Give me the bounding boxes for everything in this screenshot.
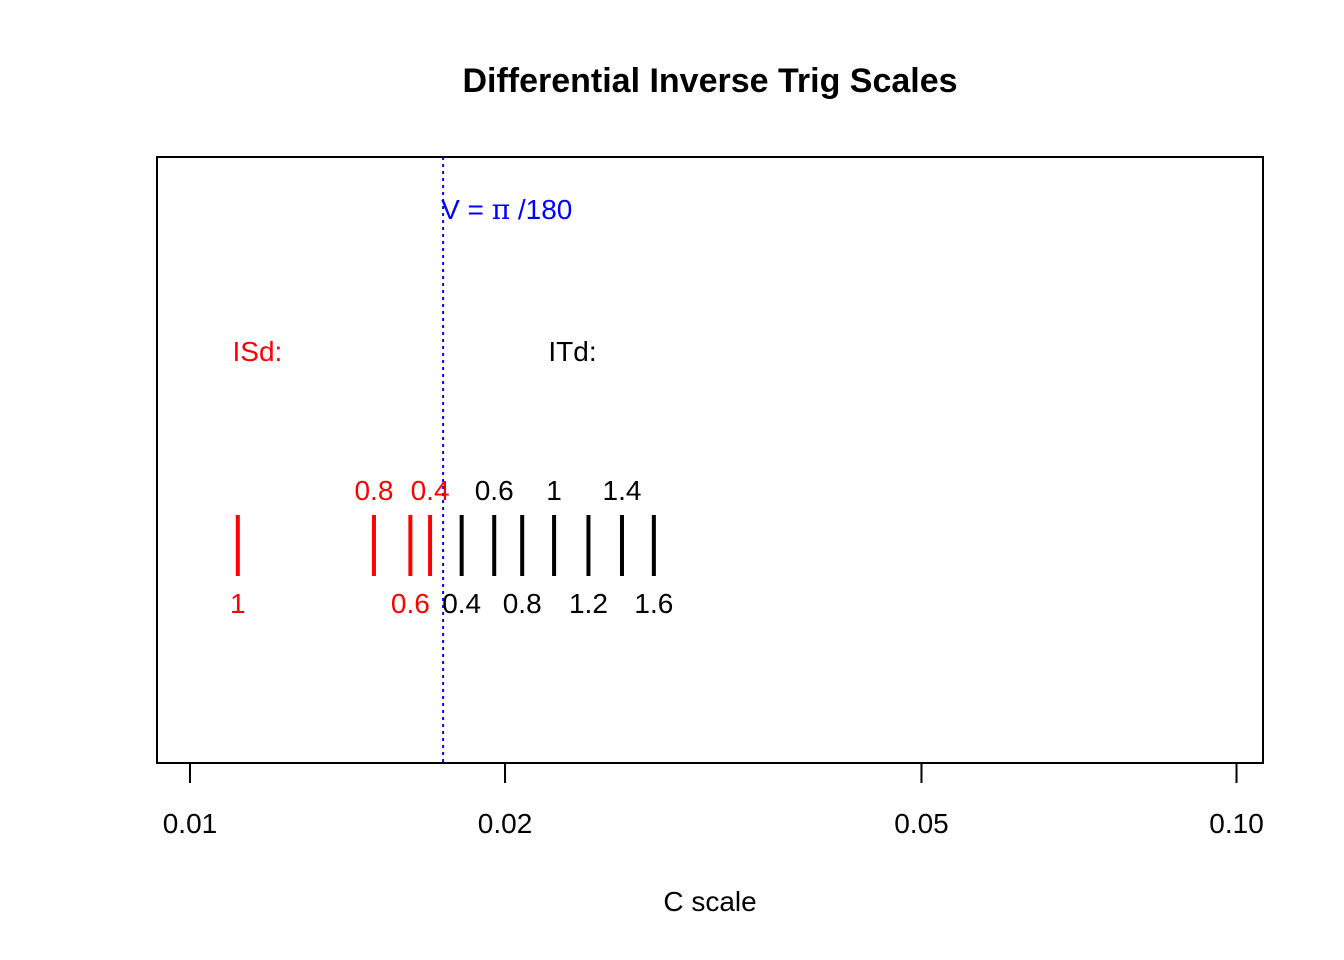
x-axis-label: C scale [663,886,756,917]
chart-title: Differential Inverse Trig Scales [462,62,957,100]
reference-label: V = π /180 [441,193,572,226]
series-label-isd: ISd: [233,336,283,367]
series-labels: ISd: ITd: [233,336,597,367]
isd-mark-label-1: 0.8 [354,475,393,506]
itd-mark-label-6: 1.6 [634,588,673,619]
isd-mark-label-2: 0.6 [391,588,430,619]
x-axis: 0.01 0.02 0.05 0.10 [163,763,1264,839]
isd-mark-label-3: 0.4 [411,475,450,506]
plot-area [156,156,1264,764]
itd-mark-label-2: 0.8 [503,588,542,619]
scale-marks: 1 0.8 0.6 0.4 0.4 0.6 0.8 1 1.2 1.4 1.6 [230,475,673,619]
x-tick-label-1: 0.02 [478,808,533,839]
itd-mark-label-5: 1.4 [603,475,642,506]
itd-mark-label-1: 0.6 [475,475,514,506]
x-tick-label-0: 0.01 [163,808,218,839]
reference-label-rest: /180 [510,194,572,225]
reference-line-group: V = π /180 [441,157,572,763]
reference-label-symbol: π [492,193,510,226]
series-label-itd: ITd: [548,336,596,367]
itd-mark-label-0: 0.4 [442,588,481,619]
x-tick-label-2: 0.05 [894,808,949,839]
x-tick-label-3: 0.10 [1209,808,1264,839]
itd-mark-label-4: 1.2 [569,588,608,619]
reference-label-main: V = [441,194,492,225]
isd-mark-label-0: 1 [230,588,246,619]
itd-mark-label-3: 1 [546,475,562,506]
